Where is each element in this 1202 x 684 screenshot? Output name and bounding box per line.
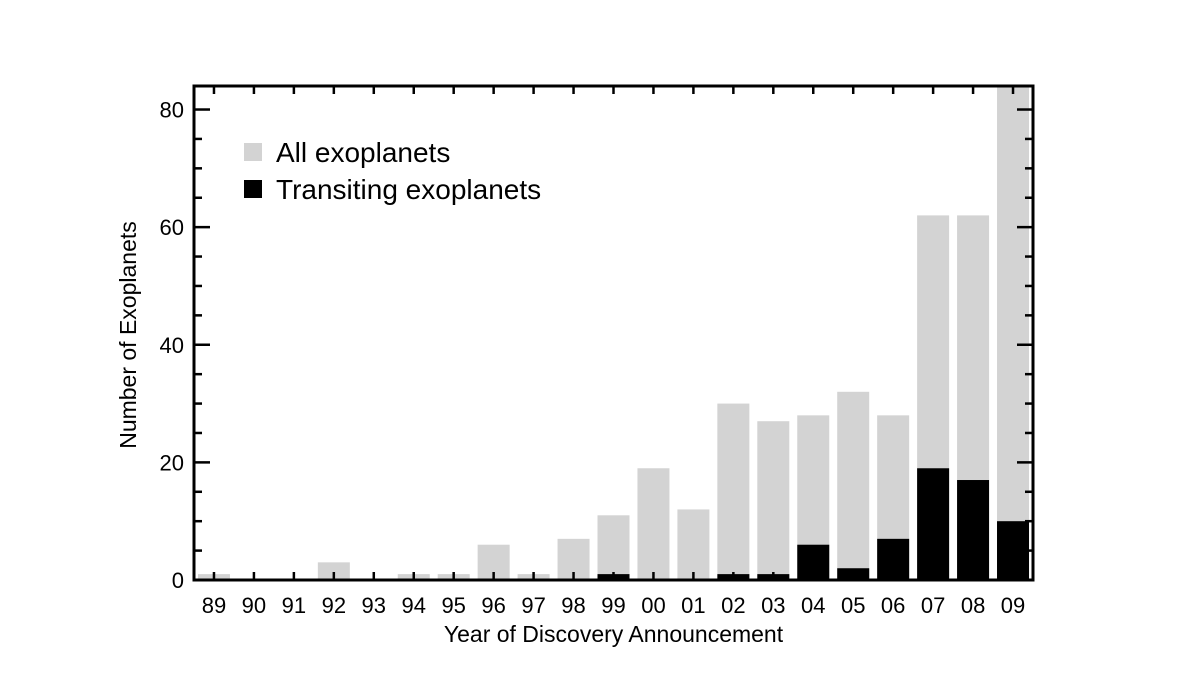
x-tick-label: 91 — [282, 593, 306, 618]
bar-all-03 — [757, 421, 790, 580]
x-tick-label: 06 — [881, 593, 905, 618]
legend-swatch-all-exoplanets — [244, 143, 262, 161]
bar-transiting-08 — [957, 480, 990, 580]
y-tick-label: 20 — [160, 450, 184, 475]
bar-all-05 — [837, 391, 870, 580]
y-tick-label: 0 — [172, 568, 184, 593]
x-tick-label: 97 — [521, 593, 545, 618]
legend-label-all-exoplanets: All exoplanets — [276, 137, 450, 168]
bar-all-09 — [997, 86, 1030, 580]
bar-all-99 — [597, 515, 630, 580]
bar-all-02 — [717, 403, 750, 580]
x-axis-title: Year of Discovery Announcement — [444, 621, 784, 647]
x-tick-label: 96 — [481, 593, 505, 618]
y-tick-label: 80 — [160, 98, 184, 123]
x-tick-label: 03 — [761, 593, 785, 618]
x-tick-label: 90 — [242, 593, 266, 618]
bar-transiting-09 — [997, 521, 1030, 580]
y-axis-ticks: 0 20 40 60 80 — [160, 98, 1033, 593]
bar-all-92 — [317, 562, 350, 580]
y-axis-title: Number of Exoplanets — [115, 221, 141, 449]
x-tick-label: 92 — [322, 593, 346, 618]
x-tick-label: 99 — [601, 593, 625, 618]
bar-all-00 — [637, 468, 670, 580]
x-tick-label: 95 — [441, 593, 465, 618]
x-tick-label: 04 — [801, 593, 825, 618]
x-tick-label: 02 — [721, 593, 745, 618]
x-axis-ticks: 89 90 91 92 93 94 95 96 97 98 99 00 01 02 03 04 05 06 07 08… — [202, 86, 1025, 618]
x-tick-label: 93 — [362, 593, 386, 618]
x-tick-label: 89 — [202, 593, 226, 618]
x-tick-label: 00 — [641, 593, 665, 618]
y-tick-label: 60 — [160, 215, 184, 240]
bar-all-01 — [677, 509, 710, 580]
x-tick-label: 05 — [841, 593, 865, 618]
x-tick-label: 01 — [681, 593, 705, 618]
y-tick-label: 40 — [160, 333, 184, 358]
bar-transiting-07 — [917, 468, 950, 580]
x-tick-label: 98 — [561, 593, 585, 618]
legend-label-transiting-exoplanets: Transiting exoplanets — [276, 174, 541, 205]
x-tick-label: 09 — [1001, 593, 1025, 618]
x-tick-label: 94 — [401, 593, 425, 618]
x-tick-label: 07 — [921, 593, 945, 618]
x-tick-label: 08 — [961, 593, 985, 618]
legend: All exoplanets Transiting exoplanets — [244, 137, 541, 205]
legend-swatch-transiting-exoplanets — [244, 180, 262, 198]
